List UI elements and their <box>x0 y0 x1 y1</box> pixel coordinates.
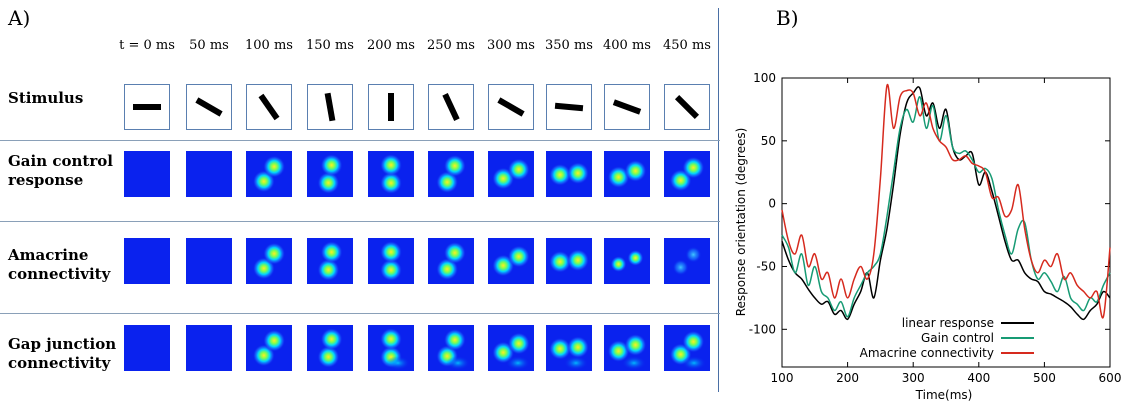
y-tick-label: 0 <box>768 197 776 211</box>
stimulus-frame <box>307 84 353 130</box>
stimulus-bar <box>195 97 223 117</box>
gain-control-heatmap <box>604 151 650 197</box>
y-tick-label: -50 <box>756 259 776 273</box>
row-label-amacrine: Amacrine connectivity <box>8 246 110 284</box>
gain-control-heatmap <box>124 151 170 197</box>
x-tick-label: 300 <box>902 371 925 385</box>
stimulus-frame <box>124 84 170 130</box>
amacrine-heatmap <box>546 238 592 284</box>
row-label-stimulus: Stimulus <box>8 89 84 107</box>
gain-control-heatmap <box>186 151 232 197</box>
gain-control-heatmap <box>664 151 710 197</box>
legend-label: Gain control <box>921 331 994 345</box>
stimulus-frame <box>604 84 650 130</box>
row-label-line: Amacrine <box>8 246 89 264</box>
timepoint-label: 250 ms <box>427 38 475 53</box>
gain-control-heatmap <box>368 151 414 197</box>
x-tick-label: 500 <box>1033 371 1056 385</box>
gap-junction-heatmap <box>546 325 592 371</box>
plot-frame <box>781 77 1111 368</box>
timepoint-label: 200 ms <box>367 38 415 53</box>
timepoint-label: 300 ms <box>487 38 535 53</box>
stimulus-bar <box>497 97 525 117</box>
gap-junction-heatmap <box>186 325 232 371</box>
gap-junction-heatmap <box>368 325 414 371</box>
gap-junction-heatmap <box>124 325 170 371</box>
panel-divider <box>718 8 719 392</box>
y-axis-label: Response orientation (degrees) <box>734 128 748 317</box>
stimulus-frame <box>246 84 292 130</box>
row-label-gap-junction: Gap junction connectivity <box>8 335 116 373</box>
stimulus-bar <box>258 93 280 121</box>
legend-label: Amacrine connectivity <box>860 346 994 360</box>
amacrine-heatmap <box>246 238 292 284</box>
row-label-line: response <box>8 171 84 189</box>
row-label-line: Gain control <box>8 152 113 170</box>
stimulus-frame <box>546 84 592 130</box>
x-tick-label: 600 <box>1099 371 1122 385</box>
x-tick-label: 200 <box>836 371 859 385</box>
stimulus-frame <box>186 84 232 130</box>
stimulus-frame <box>368 84 414 130</box>
row-label-gain-control: Gain control response <box>8 152 113 190</box>
row-label-line: connectivity <box>8 265 111 283</box>
timepoint-label: 400 ms <box>603 38 651 53</box>
timepoint-label: 50 ms <box>189 38 229 53</box>
y-tick-label: 100 <box>753 71 776 85</box>
amacrine-heatmap <box>488 238 534 284</box>
gain-control-heatmap <box>546 151 592 197</box>
x-axis-label: Time(ms) <box>915 388 973 402</box>
stimulus-bar <box>442 93 460 121</box>
x-tick-label: 100 <box>771 371 794 385</box>
gap-junction-heatmap <box>246 325 292 371</box>
timepoint-label: 450 ms <box>663 38 711 53</box>
stimulus-bar <box>133 104 161 110</box>
stimulus-frame <box>664 84 710 130</box>
timepoint-label: 150 ms <box>306 38 354 53</box>
row-divider <box>0 221 720 222</box>
legend-label: linear response <box>902 316 994 330</box>
row-label-line: Gap junction <box>8 335 117 353</box>
amacrine-heatmap <box>186 238 232 284</box>
gap-junction-heatmap <box>428 325 474 371</box>
amacrine-heatmap <box>368 238 414 284</box>
timepoint-label: t = 0 ms <box>119 38 175 53</box>
series-line-gain-control <box>781 96 1111 318</box>
amacrine-heatmap <box>428 238 474 284</box>
stimulus-bar <box>324 92 336 122</box>
row-divider <box>0 313 720 314</box>
series-line-amacrine-connectivity <box>781 84 1111 319</box>
timepoint-label: 350 ms <box>545 38 593 53</box>
amacrine-heatmap <box>124 238 170 284</box>
gain-control-heatmap <box>246 151 292 197</box>
stimulus-bar <box>674 94 700 120</box>
stimulus-bar <box>388 93 394 121</box>
gain-control-heatmap <box>428 151 474 197</box>
y-tick-label: 50 <box>761 134 776 148</box>
panel-b-label: B) <box>776 6 799 30</box>
gap-junction-heatmap <box>604 325 650 371</box>
stimulus-frame <box>488 84 534 130</box>
row-divider <box>0 140 720 141</box>
series-line-linear-response <box>781 86 1111 321</box>
gain-control-heatmap <box>488 151 534 197</box>
timepoint-label: 100 ms <box>245 38 293 53</box>
stimulus-frame <box>428 84 474 130</box>
row-label-line: connectivity <box>8 354 111 372</box>
stimulus-bar <box>554 102 584 112</box>
panel-a-label: A) <box>8 6 31 30</box>
stimulus-bar <box>612 99 642 115</box>
amacrine-heatmap <box>307 238 353 284</box>
y-tick-label: -100 <box>749 322 776 336</box>
amacrine-heatmap <box>604 238 650 284</box>
gap-junction-heatmap <box>664 325 710 371</box>
gain-control-heatmap <box>307 151 353 197</box>
amacrine-heatmap <box>664 238 710 284</box>
x-tick-label: 400 <box>967 371 990 385</box>
gap-junction-heatmap <box>307 325 353 371</box>
gap-junction-heatmap <box>488 325 534 371</box>
